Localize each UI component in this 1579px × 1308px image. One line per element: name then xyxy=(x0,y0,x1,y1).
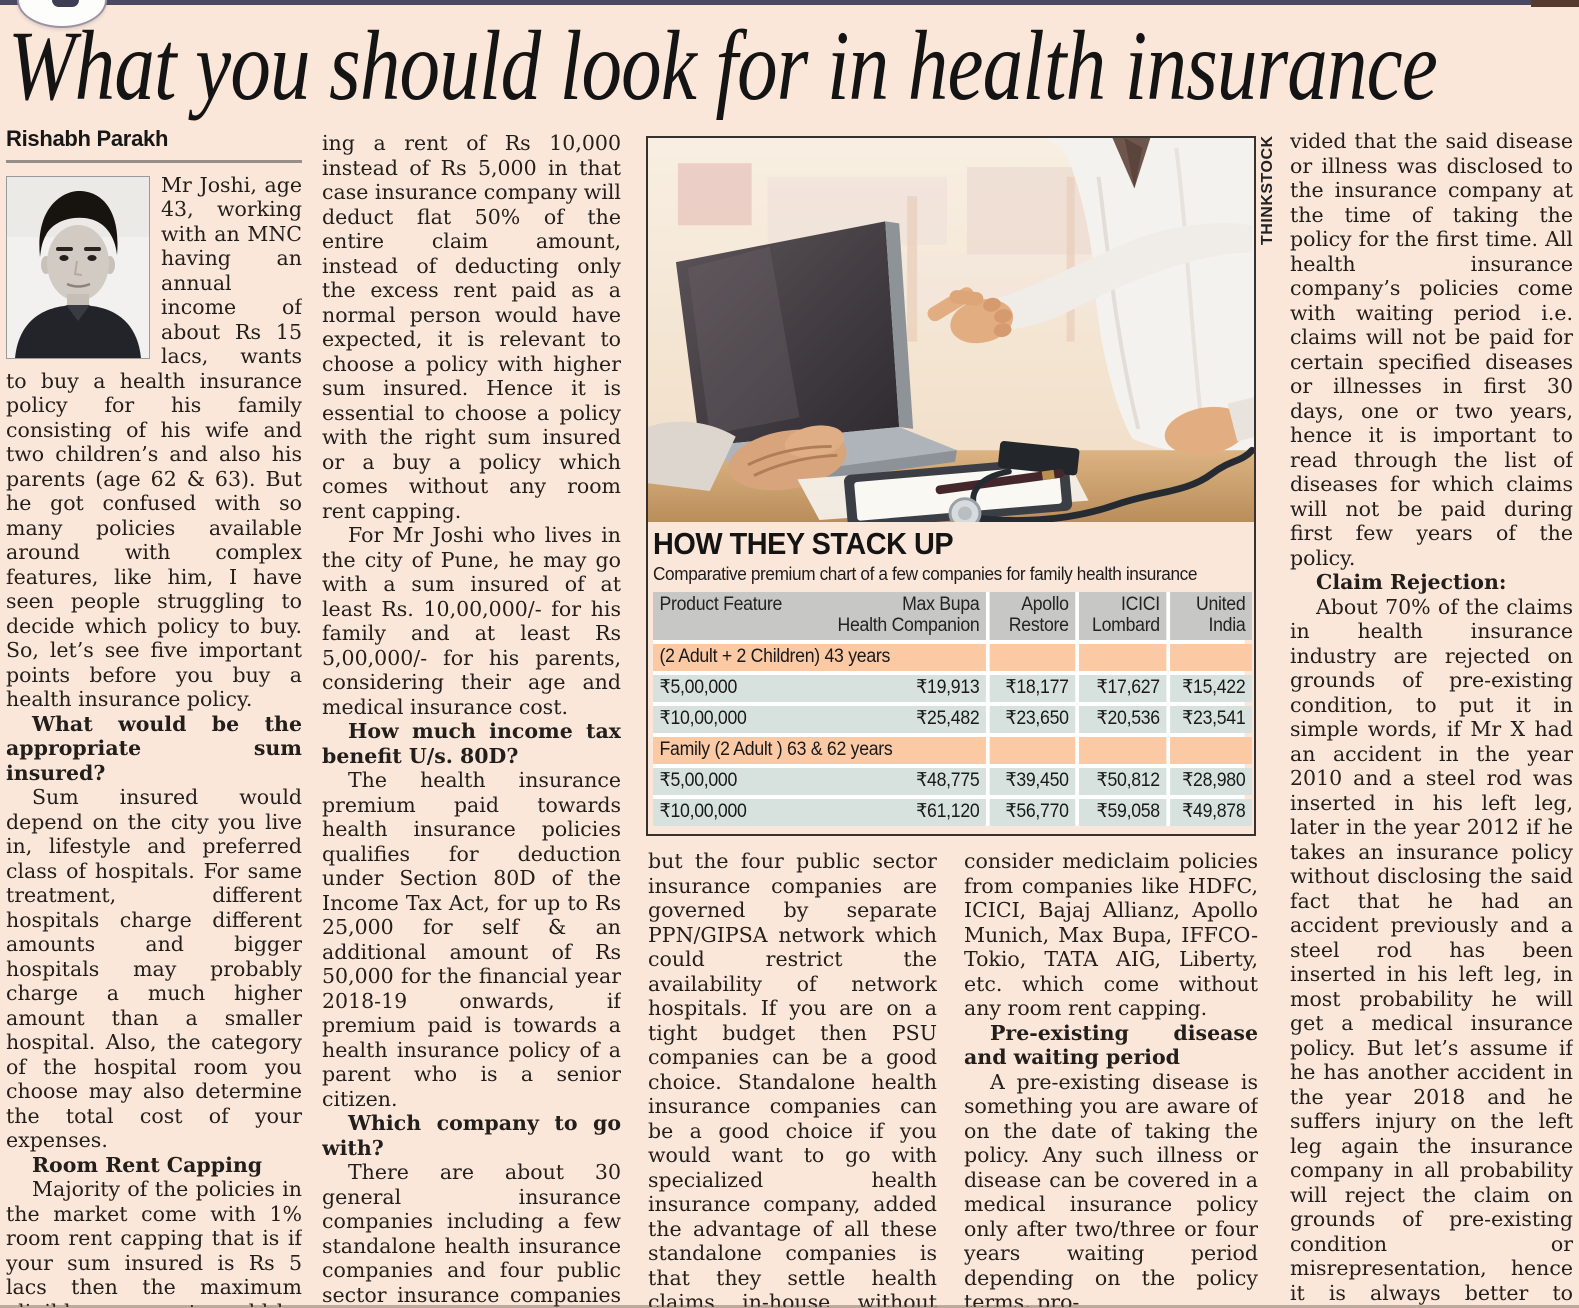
byline-rule xyxy=(6,159,302,163)
photo-credit: THINKSTOCK xyxy=(1259,135,1276,245)
table-row-cell: ₹10,00,000 ₹25,482 xyxy=(653,705,986,733)
article-paragraph: consider mediclaim policies from compani… xyxy=(964,849,1258,1020)
byline: Rishabh Parakh xyxy=(6,127,169,151)
article-paragraph: The health insurance premium paid toward… xyxy=(322,768,621,1111)
table-row-cell: ₹18,177 xyxy=(989,674,1076,702)
section-subhead: Claim Rejection: xyxy=(1316,570,1507,594)
stackup-title: HOW THEY STACK UP xyxy=(653,526,954,561)
article-column-2: ing a rent of Rs 10,000 instead of Rs 5,… xyxy=(322,131,621,1307)
page-top-rule-accent xyxy=(1531,0,1579,7)
table-row-cell: ₹50,812 xyxy=(1078,767,1167,795)
table-row-cell: ₹23,541 xyxy=(1170,705,1252,733)
table-row-cell: ₹23,650 xyxy=(989,705,1076,733)
table-section-cell xyxy=(1078,736,1167,764)
article-paragraph: ing a rent of Rs 10,000 instead of Rs 5,… xyxy=(322,131,621,523)
author-portrait-photo xyxy=(6,175,150,359)
table-row-cell: ₹59,058 xyxy=(1078,798,1167,826)
article-paragraph: For Mr Joshi who lives in the city of Pu… xyxy=(322,523,621,719)
table-section-cell xyxy=(989,736,1076,764)
table-header-company: Max Bupa Health Companion xyxy=(837,593,980,636)
table-section-cell xyxy=(1078,643,1167,671)
table-header-cell: ICICI Lombard xyxy=(1078,591,1167,640)
table-section-cell xyxy=(1170,643,1252,671)
doctor-consultation-illustration xyxy=(648,138,1254,522)
table-section-cell xyxy=(1170,736,1252,764)
table-header-cell: Apollo Restore xyxy=(989,591,1076,640)
table-row-cell: ₹15,422 xyxy=(1170,674,1252,702)
article-paragraph: Majority of the policies in the market c… xyxy=(6,1177,302,1307)
article-column-5: vided that the said disease or illness w… xyxy=(1290,129,1573,1307)
page-bottom-rule xyxy=(0,1305,1579,1308)
article-paragraph: A pre-existing disease is something you … xyxy=(964,1069,1258,1308)
page-fold-notch xyxy=(52,0,79,7)
table-row-cell: ₹39,450 xyxy=(989,767,1076,795)
article-paragraph: vided that the said disease or illness w… xyxy=(1290,129,1573,570)
table-row-cell: ₹49,878 xyxy=(1170,798,1252,826)
table-section-row: Family (2 Adult ) 63 & 62 years xyxy=(653,736,986,764)
article-paragraph: but the four public sector insurance com… xyxy=(648,849,937,1307)
section-subhead: Room Rent Capping xyxy=(32,1152,263,1177)
article-column-1: Rishabh Parakh Mr Joshi xyxy=(6,127,302,1307)
table-section-cell xyxy=(989,643,1076,671)
article-column-4: consider mediclaim policies from compani… xyxy=(964,849,1258,1307)
doctor-consultation-photo xyxy=(648,138,1254,522)
stackup-panel: HOW THEY STACK UP Comparative premium ch… xyxy=(648,522,1254,826)
stackup-table: Product Feature Max Bupa Health Companio… xyxy=(653,591,1252,826)
article-paragraph: Mr Joshi, age 43, working with an MNC ha… xyxy=(6,172,302,712)
article-paragraph: About 70% of the claims in health insura… xyxy=(1290,594,1573,1308)
table-header-cell: Product Feature Max Bupa Health Companio… xyxy=(653,591,986,640)
table-row-cell: ₹5,00,000 ₹48,775 xyxy=(653,767,986,795)
stackup-subtitle: Comparative premium chart of a few compa… xyxy=(653,562,1198,584)
page-title: What you should look for in health insur… xyxy=(8,10,1438,121)
table-row-cell: ₹56,770 xyxy=(989,798,1076,826)
article-paragraph: There are about 30 general insurance com… xyxy=(322,1160,621,1307)
table-row-cell: ₹20,536 xyxy=(1078,705,1167,733)
table-header-feature: Product Feature xyxy=(659,593,783,615)
table-header-cell: United India xyxy=(1170,591,1252,640)
section-subhead: Pre-existing disease and waiting period xyxy=(964,1020,1258,1070)
author-portrait-illustration xyxy=(7,176,149,358)
table-row-cell: ₹17,627 xyxy=(1078,674,1167,702)
table-section-row: (2 Adult + 2 Children) 43 years xyxy=(653,643,986,671)
page-top-rule xyxy=(0,0,1579,5)
section-subhead: How much income tax benefit U/s. 80D? xyxy=(322,719,621,768)
figure-box: HOW THEY STACK UP Comparative premium ch… xyxy=(646,136,1256,836)
table-row-cell: ₹5,00,000 ₹19,913 xyxy=(653,674,986,702)
article-column-3: but the four public sector insurance com… xyxy=(648,849,937,1307)
table-row-cell: ₹28,980 xyxy=(1170,767,1252,795)
section-subhead: What would be the appropriate sum insure… xyxy=(6,711,302,785)
table-row-cell: ₹10,00,000 ₹61,120 xyxy=(653,798,986,826)
section-subhead: Which company to go with? xyxy=(322,1111,621,1160)
article-paragraph: Sum insured would depend on the city you… xyxy=(6,785,302,1152)
